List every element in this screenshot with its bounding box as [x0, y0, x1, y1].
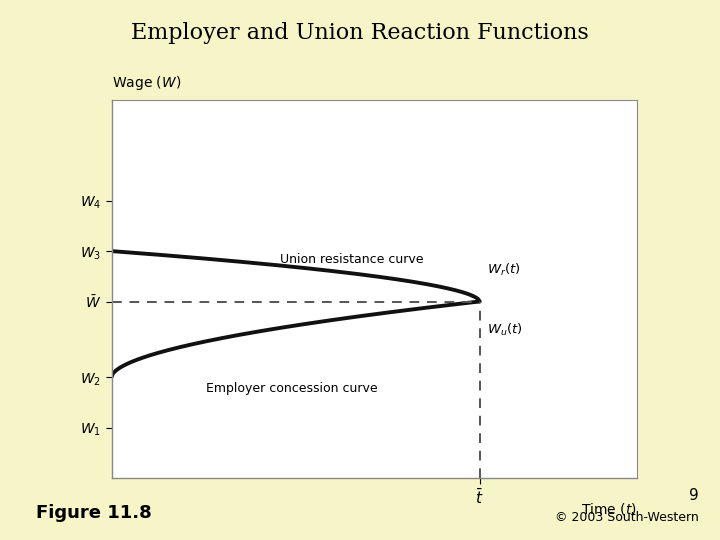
Text: 9: 9 — [688, 488, 698, 503]
Text: Time ($t$): Time ($t$) — [581, 501, 637, 517]
Text: Employer and Union Reaction Functions: Employer and Union Reaction Functions — [131, 22, 589, 44]
Text: Union resistance curve: Union resistance curve — [280, 253, 423, 266]
Text: $W_r(t)$: $W_r(t)$ — [487, 262, 521, 278]
Text: Figure 11.8: Figure 11.8 — [36, 504, 152, 522]
Text: Wage ($W$): Wage ($W$) — [112, 74, 181, 92]
Text: Employer concession curve: Employer concession curve — [206, 382, 378, 395]
Text: $W_u(t)$: $W_u(t)$ — [487, 322, 523, 339]
Text: © 2003 South-Western: © 2003 South-Western — [554, 511, 698, 524]
